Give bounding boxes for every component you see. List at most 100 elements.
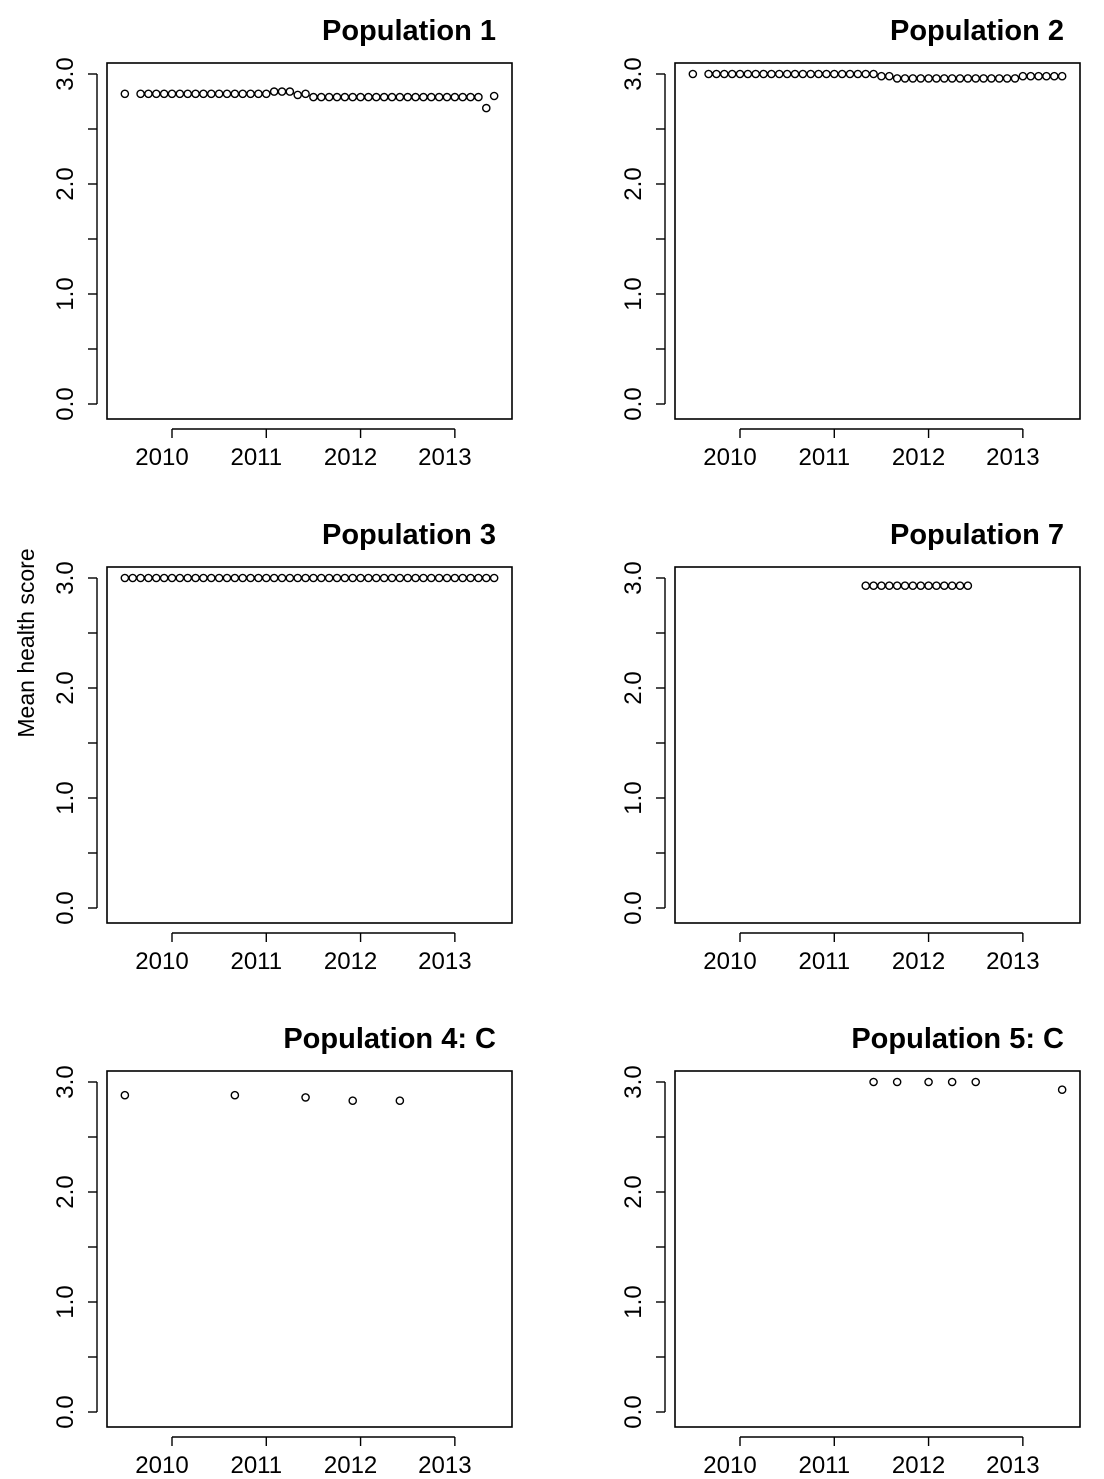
data-point — [144, 573, 153, 583]
data-point — [955, 74, 965, 83]
data-point — [411, 573, 420, 583]
data-point — [348, 92, 358, 102]
data-point — [144, 89, 153, 99]
data-point — [277, 87, 287, 96]
data-point — [1010, 74, 1020, 83]
data-point — [939, 74, 949, 83]
panel-title: Population 4: C — [283, 1023, 496, 1055]
data-point — [442, 573, 452, 583]
data-point — [419, 92, 428, 102]
y-tick-label: 2.0 — [620, 671, 647, 704]
x-tick-label: 2012 — [324, 1452, 377, 1479]
x-tick-label: 2011 — [230, 948, 282, 975]
x-tick-label: 2010 — [135, 1452, 188, 1479]
x-tick-label: 2013 — [986, 1452, 1039, 1479]
data-point — [1002, 74, 1012, 83]
y-tick-label: 1.0 — [620, 277, 647, 310]
data-point — [1026, 71, 1036, 81]
data-point — [979, 74, 988, 83]
data-point — [806, 69, 816, 79]
data-point — [301, 89, 310, 99]
data-point — [900, 581, 910, 591]
panel-title: Population 7 — [890, 519, 1064, 551]
y-tick-label: 2.0 — [620, 1175, 647, 1208]
data-point — [332, 92, 342, 102]
data-point — [939, 581, 949, 591]
data-point — [136, 573, 145, 583]
data-point — [481, 573, 491, 583]
data-point — [1057, 71, 1067, 81]
data-point — [261, 89, 271, 99]
y-tick-label: 0.0 — [620, 1395, 647, 1428]
data-point — [214, 573, 224, 583]
y-tick-label: 3.0 — [620, 1065, 647, 1098]
data-point — [340, 573, 350, 583]
data-point — [489, 573, 499, 583]
data-point — [963, 581, 973, 591]
y-tick-label: 0.0 — [52, 891, 79, 924]
data-point — [238, 573, 248, 583]
panel-6: Population 5: C 0.0 1.0 2.0 3.0 2010 2011 2012 2… — [620, 1023, 1081, 1479]
data-point — [434, 573, 444, 583]
data-point — [924, 581, 933, 591]
data-point — [222, 573, 232, 583]
y-tick-label: 2.0 — [620, 167, 647, 200]
data-point — [971, 74, 981, 83]
plot-frame — [106, 62, 513, 420]
panel-title: Population 3 — [322, 519, 496, 551]
data-point — [814, 69, 823, 79]
data-point — [356, 92, 365, 102]
data-point — [861, 69, 871, 79]
data-point — [719, 69, 729, 79]
data-point — [159, 573, 169, 583]
x-tick-label: 2010 — [135, 444, 188, 471]
y-tick-label: 2.0 — [52, 671, 79, 704]
y-axis-label: Mean health score — [13, 548, 39, 737]
data-point — [167, 89, 177, 99]
panel-1: Population 1 0.0 1.0 2.0 3.0 2010 2011 2012 2013 — [52, 15, 513, 471]
data-point — [120, 1090, 130, 1100]
data-point — [285, 573, 295, 583]
plot-frame — [106, 566, 513, 924]
data-point — [387, 92, 397, 102]
y-tick-label: 1.0 — [52, 277, 79, 310]
data-point — [1034, 71, 1043, 81]
data-point — [136, 89, 145, 99]
data-point — [987, 74, 996, 83]
data-point — [419, 573, 428, 583]
x-tick-label: 2012 — [892, 444, 945, 471]
y-tick-label: 0.0 — [52, 1395, 79, 1428]
data-point — [727, 69, 737, 79]
plot-frame — [674, 1070, 1081, 1428]
panel-4: Population 7 0.0 1.0 2.0 3.0 2010 2011 2012 2013 — [620, 519, 1081, 975]
data-point — [269, 87, 279, 96]
data-point — [908, 74, 918, 83]
data-point — [971, 1077, 981, 1087]
data-point — [877, 71, 886, 81]
data-point — [120, 573, 130, 583]
panel-title: Population 2 — [890, 15, 1064, 47]
data-point — [735, 69, 745, 79]
data-point — [712, 69, 721, 79]
data-point — [293, 573, 303, 583]
y-tick-label: 3.0 — [52, 57, 79, 90]
x-tick-label: 2012 — [324, 444, 377, 471]
data-point — [230, 1090, 240, 1100]
data-point — [861, 581, 871, 591]
data-point — [869, 69, 878, 79]
data-point — [301, 573, 310, 583]
y-tick-label: 1.0 — [620, 1285, 647, 1318]
data-point — [798, 69, 808, 79]
data-point — [191, 89, 200, 99]
data-point — [120, 89, 130, 99]
data-point — [759, 69, 768, 79]
data-point — [426, 92, 436, 102]
y-tick-label: 2.0 — [52, 1175, 79, 1208]
data-point — [434, 92, 444, 102]
data-point — [348, 1096, 358, 1105]
data-point — [837, 69, 847, 79]
data-point — [151, 89, 161, 99]
data-point — [167, 573, 177, 583]
data-point — [924, 1077, 933, 1087]
